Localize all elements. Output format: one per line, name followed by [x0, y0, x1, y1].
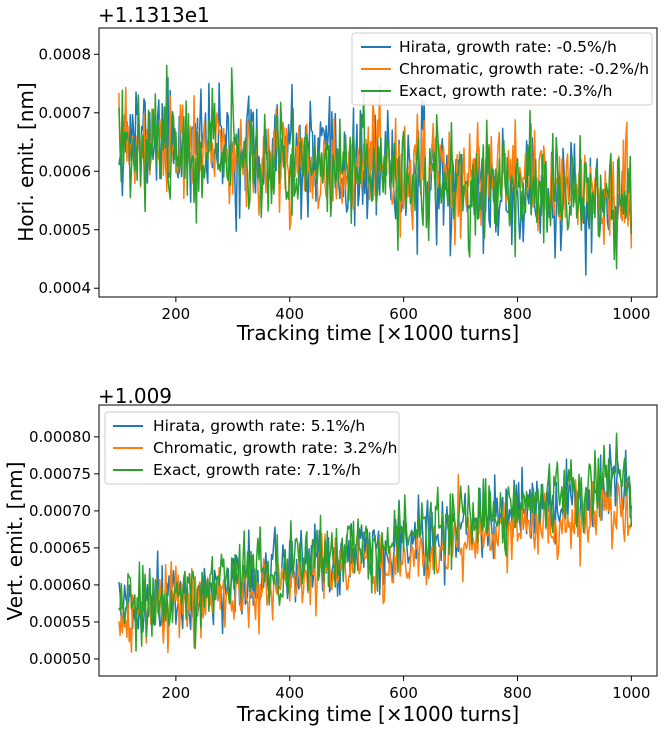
legend-entry-chromatic: Chromatic, growth rate: -0.2%/h — [399, 60, 649, 78]
legend-box — [104, 411, 400, 485]
x-tick-label: 200 — [162, 305, 191, 323]
plot-area — [118, 64, 633, 276]
x-axis: 200 400 600 800 1000 — [162, 297, 650, 323]
y-tick-label: 0.00080 — [29, 428, 91, 446]
legend-box — [351, 32, 653, 106]
legend: Hirata, growth rate: -0.5%/h Chromatic, … — [351, 32, 653, 106]
y-offset-label: +1.009 — [98, 384, 172, 408]
y-offset-label: +1.1313e1 — [98, 3, 210, 27]
y-tick-label: 0.0008 — [39, 45, 92, 63]
y-axis-label: Vert. emit. [nm] — [3, 462, 27, 621]
vertical-emittance-chart: +1.009 200 400 600 800 1000 0.000500.000550.… — [3, 384, 658, 726]
legend-entry-exact: Exact, growth rate: -0.3%/h — [399, 82, 612, 100]
y-axis: 0.0004 0.0005 0.0006 0.0007 0.0008 — [39, 45, 99, 297]
series-line-exact — [118, 64, 633, 270]
x-tick-label: 200 — [162, 684, 191, 702]
y-tick-label: 0.00050 — [29, 650, 91, 668]
plot-frame — [98, 27, 658, 298]
x-axis: 200 400 600 800 1000 — [162, 676, 650, 702]
y-tick-label: 0.00060 — [29, 576, 91, 594]
legend-entry-chromatic: Chromatic, growth rate: 3.2%/h — [153, 439, 397, 457]
y-tick-label: 0.00075 — [29, 465, 91, 483]
legend-entry-hirata: Hirata, growth rate: -0.5%/h — [399, 38, 617, 56]
y-tick-label: 0.0005 — [39, 221, 92, 239]
x-tick-label: 800 — [503, 684, 532, 702]
y-tick-label: 0.00065 — [29, 539, 91, 557]
horizontal-emittance-chart: +1.1313e1 200 400 600 800 1000 0.00040.00050… — [14, 3, 658, 345]
y-tick-label: 0.0006 — [39, 162, 92, 180]
legend: Hirata, growth rate: 5.1%/h Chromatic, g… — [104, 411, 400, 485]
y-axis: 0.00050 0.00055 0.00060 0.00065 0.00070 0.000… — [29, 428, 99, 668]
x-tick-label: 1000 — [612, 305, 650, 323]
series-layer — [118, 64, 633, 276]
y-tick-label: 0.00055 — [29, 613, 91, 631]
legend-entry-hirata: Hirata, growth rate: 5.1%/h — [153, 417, 365, 435]
x-tick-label: 400 — [275, 305, 304, 323]
x-tick-label: 600 — [389, 305, 418, 323]
y-tick-label: 0.0007 — [39, 104, 92, 122]
plot-frame — [98, 404, 658, 677]
series-line-chromatic — [118, 83, 633, 257]
y-axis-label: Hori. emit. [nm] — [14, 82, 38, 241]
y-tick-label: 0.0004 — [39, 279, 92, 297]
x-tick-label: 1000 — [612, 684, 650, 702]
x-tick-label: 800 — [503, 305, 532, 323]
series-layer — [118, 432, 633, 654]
series-line-exact — [118, 432, 633, 652]
x-axis-label: Tracking time [×1000 turns] — [236, 321, 519, 345]
x-tick-label: 400 — [275, 684, 304, 702]
x-axis-label: Tracking time [×1000 turns] — [236, 702, 519, 726]
plot-area — [118, 432, 633, 654]
y-tick-label: 0.00070 — [29, 502, 91, 520]
legend-entry-exact: Exact, growth rate: 7.1%/h — [153, 461, 361, 479]
x-tick-label: 600 — [389, 684, 418, 702]
